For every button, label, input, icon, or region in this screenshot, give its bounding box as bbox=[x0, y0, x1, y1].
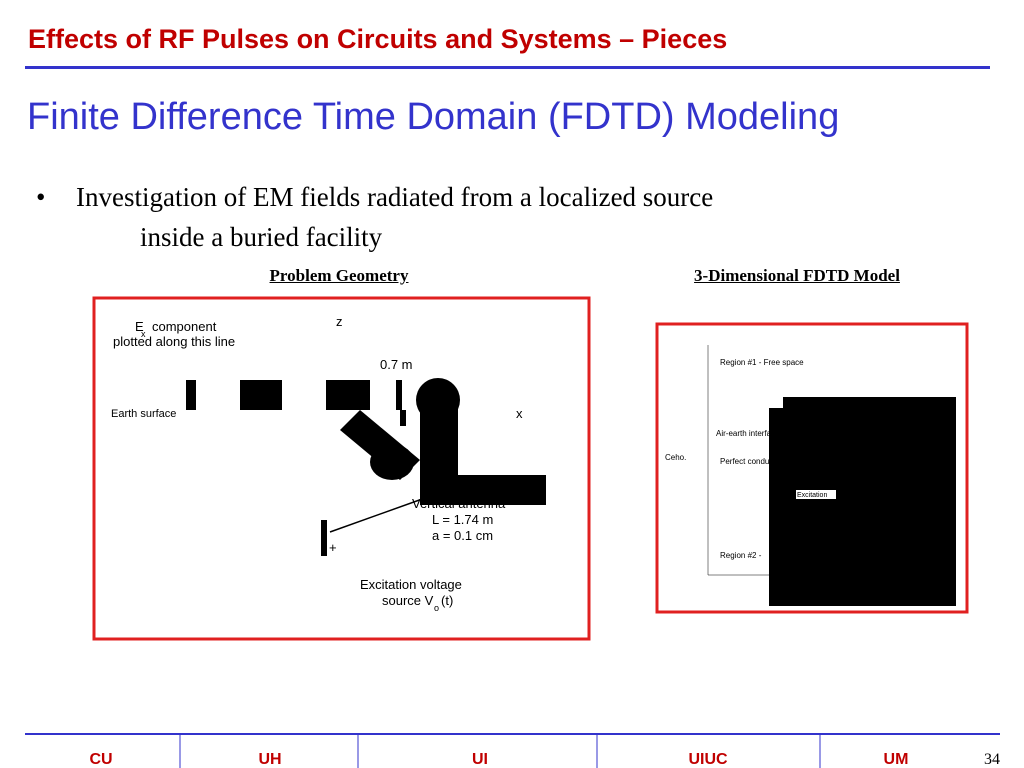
label: Vertical antenna bbox=[412, 496, 506, 511]
page-number: 34 bbox=[984, 751, 1000, 768]
figure-frame bbox=[655, 322, 969, 614]
footer-cell: UI bbox=[472, 751, 488, 768]
conductor bbox=[769, 408, 956, 606]
earth-surface bbox=[240, 380, 282, 410]
earth-surface bbox=[400, 410, 406, 426]
bullet-line: inside a buried facility bbox=[140, 222, 383, 252]
facility bbox=[420, 475, 546, 505]
figure-caption: 3-Dimensional FDTD Model bbox=[694, 266, 900, 285]
label: Earth surface bbox=[111, 408, 176, 420]
label: Ceho. bbox=[665, 453, 686, 462]
label: Region #2 - bbox=[720, 551, 762, 560]
footer-cell: UH bbox=[258, 751, 281, 768]
label: component bbox=[152, 319, 217, 334]
label: Excitation voltage bbox=[360, 577, 462, 592]
label: plotted along this line bbox=[113, 334, 235, 349]
label: Air-earth interface bbox=[716, 429, 780, 438]
figure-frame bbox=[92, 296, 591, 641]
label: source V bbox=[382, 593, 434, 608]
figure-caption: Problem Geometry bbox=[269, 266, 409, 285]
label: z bbox=[336, 314, 343, 329]
earth-surface bbox=[326, 380, 370, 410]
label: Excitation bbox=[797, 492, 827, 499]
problem-geometry: E x component plotted along this line z … bbox=[111, 314, 546, 613]
slide-subtitle: Finite Difference Time Domain (FDTD) Mod… bbox=[27, 96, 840, 138]
earth-surface bbox=[186, 380, 196, 410]
label: (t) bbox=[441, 593, 453, 608]
facility bbox=[370, 444, 414, 480]
label: Perfect conductor bbox=[720, 457, 783, 466]
slide-header: Effects of RF Pulses on Circuits and Sys… bbox=[28, 24, 728, 54]
label: + bbox=[329, 540, 337, 555]
pointer bbox=[329, 497, 426, 533]
label: o bbox=[434, 603, 439, 613]
facility bbox=[420, 398, 458, 478]
excitation-marker bbox=[796, 490, 836, 499]
footer-cell: UIUC bbox=[688, 751, 728, 768]
footer-cell: CU bbox=[89, 751, 112, 768]
antenna bbox=[321, 520, 327, 556]
label: 0.7 m bbox=[380, 357, 413, 372]
label: E bbox=[135, 319, 144, 334]
earth-surface bbox=[396, 380, 402, 410]
label: a = 0.1 cm bbox=[432, 528, 493, 543]
footer-cell: UM bbox=[884, 751, 909, 768]
header-rule bbox=[25, 66, 990, 69]
label: x bbox=[141, 329, 146, 339]
label: x bbox=[516, 406, 523, 421]
label: L = 1.74 m bbox=[432, 512, 493, 527]
label: Region #1 - Free space bbox=[720, 358, 804, 367]
bullet-line: Investigation of EM fields radiated from… bbox=[76, 182, 714, 212]
bullet-symbol: • bbox=[36, 182, 46, 212]
conductor bbox=[783, 397, 956, 409]
fdtd-model: Region #1 - Free space Air-earth interfa… bbox=[665, 345, 956, 606]
